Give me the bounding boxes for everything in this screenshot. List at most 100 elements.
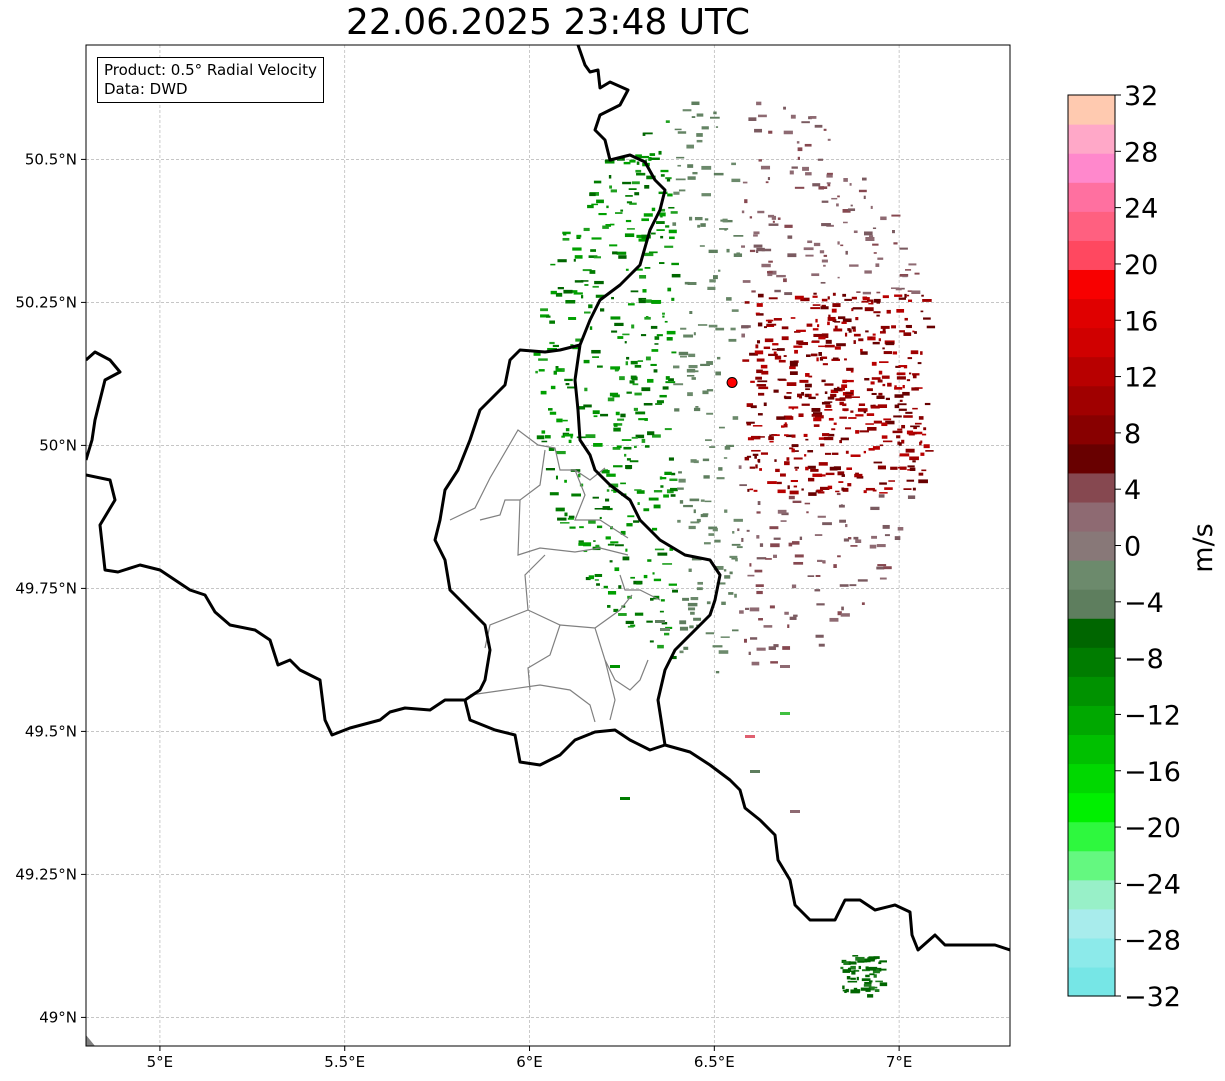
- echo-pixel: [871, 535, 878, 539]
- echo-pixel: [715, 327, 725, 331]
- echo-pixel: [588, 255, 598, 258]
- echo-pixel: [801, 488, 804, 491]
- echo-pixel: [845, 524, 848, 528]
- echo-pixel: [584, 387, 588, 392]
- echo-pixel: [834, 346, 841, 350]
- echo-pixel: [822, 560, 826, 563]
- colorbar-segment: [1068, 676, 1115, 706]
- echo-pixel: [613, 427, 621, 432]
- echo-pixel: [568, 439, 572, 444]
- echo-pixel: [678, 478, 686, 483]
- echo-pixel: [726, 297, 732, 301]
- echo-pixel: [800, 297, 810, 302]
- echo-pixel: [821, 379, 826, 383]
- echo-pixel: [751, 661, 760, 666]
- colorbar-segment: [1068, 298, 1115, 329]
- colorbar-tick-label: 20: [1124, 250, 1158, 281]
- echo-pixel: [763, 625, 773, 628]
- colorbar-segment: [1068, 240, 1115, 270]
- echo-pixel: [710, 116, 720, 119]
- echo-pixel: [855, 539, 862, 544]
- echo-pixel: [833, 328, 843, 332]
- echo-pixel: [805, 466, 809, 471]
- echo-pixel: [665, 626, 673, 629]
- echo-pixel: [696, 587, 703, 591]
- echo-pixel: [610, 189, 617, 193]
- echo-pixel: [894, 387, 903, 390]
- echo-pixel: [833, 466, 841, 471]
- echo-pixel: [667, 193, 673, 197]
- echo-pixel: [912, 460, 916, 463]
- echo-pixel: [749, 563, 752, 567]
- echo-pixel: [855, 956, 865, 961]
- y-tick-label: 50.5°N: [25, 150, 77, 168]
- echo-pixel: [612, 251, 618, 255]
- colorbar-segment: [1068, 589, 1115, 619]
- echo-pixel: [620, 209, 624, 212]
- echo-pixel: [784, 611, 789, 615]
- echo-pixel: [722, 218, 728, 223]
- echo-pixel: [691, 101, 700, 106]
- echo-pixel: [780, 425, 785, 428]
- echo-pixel: [777, 489, 786, 494]
- echo-pixel: [793, 485, 798, 488]
- echo-pixel: [602, 225, 609, 229]
- echo-pixel: [744, 301, 750, 304]
- echo-pixel: [876, 544, 886, 548]
- echo-pixel: [659, 610, 664, 613]
- echo-pixel: [647, 431, 655, 436]
- echo-pixel: [669, 478, 678, 482]
- echo-pixel: [761, 370, 769, 375]
- echo-pixel: [707, 286, 716, 291]
- echo-pixel: [875, 980, 883, 983]
- echo-pixel: [837, 195, 840, 198]
- echo-pixel: [591, 203, 599, 206]
- echo-pixel: [644, 184, 650, 189]
- echo-pixel: [831, 428, 836, 431]
- echo-pixel: [901, 287, 905, 290]
- echo-pixel: [653, 490, 663, 493]
- colorbar-tick-label: −24: [1124, 869, 1181, 900]
- echo-pixel: [884, 534, 890, 537]
- echo-pixel: [677, 164, 682, 167]
- echo-pixel: [636, 161, 640, 165]
- echo-pixel: [745, 735, 755, 738]
- echo-pixel: [682, 109, 692, 112]
- colorbar-segment: [1068, 182, 1115, 212]
- echo-pixel: [736, 546, 743, 549]
- echo-pixel: [664, 428, 672, 431]
- echo-pixel: [761, 248, 772, 252]
- echo-pixel: [618, 255, 627, 259]
- echo-pixel: [840, 966, 844, 970]
- echo-pixel: [842, 379, 847, 384]
- echo-pixel: [643, 402, 653, 406]
- echo-pixel: [569, 526, 576, 529]
- echo-pixel: [798, 413, 804, 418]
- echo-pixel: [784, 292, 793, 296]
- echo-pixel: [865, 974, 870, 978]
- echo-pixel: [616, 445, 622, 449]
- colorbar-segment: [1068, 705, 1115, 736]
- echo-pixel: [842, 209, 851, 213]
- echo-pixel: [689, 498, 700, 502]
- echo-pixel: [914, 422, 922, 425]
- echo-pixel: [907, 290, 913, 292]
- echo-pixel: [595, 544, 600, 549]
- echo-pixel: [765, 181, 769, 184]
- echo-pixel: [659, 394, 667, 398]
- x-axis-ticks: 5°E 5.5°E 6°E 6.5°E 7°E: [147, 1046, 912, 1071]
- echo-pixel: [840, 437, 849, 441]
- echo-pixel: [850, 370, 854, 373]
- echo-pixel: [565, 299, 576, 304]
- echo-pixel: [733, 235, 744, 237]
- echo-pixel: [846, 367, 854, 371]
- echo-pixel: [822, 522, 832, 526]
- echo-pixel: [833, 564, 837, 568]
- echo-pixel: [877, 465, 886, 470]
- echo-pixel: [605, 498, 610, 502]
- colorbar-segment: [1068, 153, 1115, 183]
- echo-pixel: [766, 324, 775, 328]
- echo-pixel: [761, 263, 771, 268]
- echo-pixel: [882, 440, 893, 443]
- echo-pixel: [829, 466, 838, 471]
